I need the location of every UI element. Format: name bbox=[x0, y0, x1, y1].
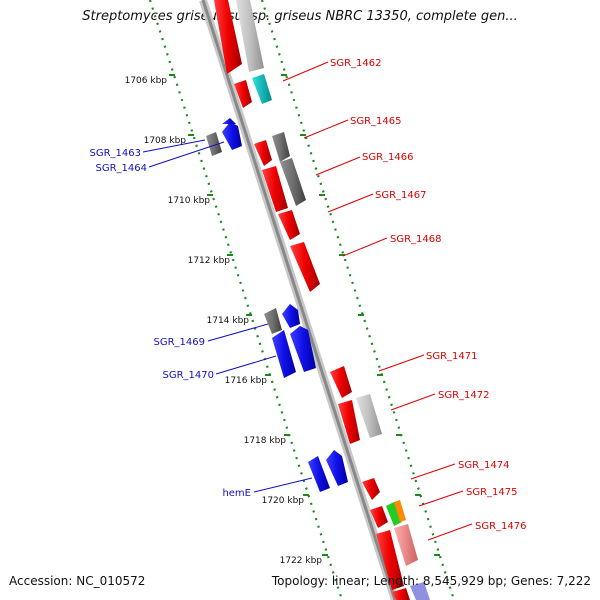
leader-sgr1472 bbox=[390, 393, 436, 411]
label-sgr1474[interactable]: SGR_1474 bbox=[458, 460, 510, 471]
scale-label-1718: 1718 kbp bbox=[244, 436, 287, 446]
label-sgr1471[interactable]: SGR_1471 bbox=[426, 351, 478, 362]
gene-hemE-b[interactable] bbox=[326, 450, 348, 486]
label-sgr1467[interactable]: SGR_1467 bbox=[375, 190, 427, 201]
leader-sgr1467 bbox=[327, 193, 374, 213]
scale-line-left bbox=[148, 0, 344, 600]
gene-sgr1476b[interactable] bbox=[394, 524, 418, 566]
gene-sgr1467[interactable] bbox=[278, 210, 300, 240]
gene-sgr1472b[interactable] bbox=[356, 394, 382, 438]
leader-sgr1475 bbox=[418, 490, 464, 507]
gene-sgr1475b[interactable] bbox=[386, 502, 402, 526]
label-sgr1468[interactable]: SGR_1468 bbox=[390, 234, 442, 245]
gene-sgr1470[interactable] bbox=[272, 330, 296, 378]
leader-sgr1466 bbox=[315, 156, 361, 176]
leader-sgr1470 bbox=[215, 355, 277, 375]
label-sgr1469[interactable]: SGR_1469 bbox=[154, 337, 206, 348]
gene-sgr1464-tip[interactable] bbox=[222, 118, 236, 124]
accession-text: Accession: NC_010572 bbox=[9, 574, 146, 588]
gene-sgr1466b[interactable] bbox=[280, 158, 306, 206]
scale-label-1722: 1722 kbp bbox=[280, 556, 323, 566]
leader-sgr1474 bbox=[410, 463, 456, 480]
gene-hemE[interactable] bbox=[308, 456, 330, 492]
gene-sgr1462b[interactable] bbox=[252, 74, 272, 104]
gene-sgr1464[interactable] bbox=[222, 122, 242, 150]
label-sgr1462[interactable]: SGR_1462 bbox=[330, 58, 382, 69]
leader-sgr1471 bbox=[378, 354, 425, 372]
leader-sgr1476 bbox=[427, 523, 473, 541]
gene-sgr1474[interactable] bbox=[362, 478, 380, 500]
label-sgr1466[interactable]: SGR_1466 bbox=[362, 152, 414, 163]
gene-sgr1472[interactable] bbox=[338, 400, 360, 444]
reverse-labels: SGR_1463 SGR_1464 SGR_1469 SGR_1470 hemE bbox=[90, 139, 313, 499]
gene-sgr1477[interactable] bbox=[392, 588, 410, 600]
gene-sgr1477b[interactable] bbox=[410, 582, 430, 600]
label-sgr1475[interactable]: SGR_1475 bbox=[466, 487, 518, 498]
gene-sgr1471[interactable] bbox=[330, 366, 352, 398]
leader-sgr1464 bbox=[148, 141, 225, 168]
gene-sgr1469[interactable] bbox=[282, 304, 300, 328]
forward-genes bbox=[214, 0, 430, 600]
leader-sgr1465 bbox=[303, 119, 349, 139]
scale-label-1714: 1714 kbp bbox=[207, 316, 250, 326]
gene-sgr1465[interactable] bbox=[254, 140, 272, 166]
scale-line-right bbox=[260, 0, 456, 600]
scale-label-1712: 1712 kbp bbox=[188, 256, 231, 266]
leader-sgr1463 bbox=[142, 139, 206, 153]
gene-sgr1475[interactable] bbox=[370, 506, 388, 528]
gene-sgr1468[interactable] bbox=[290, 242, 320, 292]
genome-title: Streptomyces griseus subsp. griseus NBRC… bbox=[82, 9, 518, 24]
gene-sgr1475c[interactable] bbox=[394, 500, 406, 522]
leader-hemE bbox=[253, 477, 313, 493]
leader-sgr1468 bbox=[342, 237, 388, 257]
forward-labels: SGR_1462 SGR_1465 SGR_1466 SGR_1467 SGR_… bbox=[282, 58, 527, 541]
gene-sgr1476[interactable] bbox=[376, 530, 404, 590]
scale-ticks: 1706 kbp 1708 kbp 1710 kbp 1712 kbp 1714… bbox=[125, 74, 440, 566]
leader-sgr1469 bbox=[207, 323, 269, 342]
gene-sgr1469b[interactable] bbox=[264, 308, 282, 334]
label-sgr1464[interactable]: SGR_1464 bbox=[96, 163, 148, 174]
label-sgr1472[interactable]: SGR_1472 bbox=[438, 390, 490, 401]
label-sgr1476[interactable]: SGR_1476 bbox=[475, 521, 527, 532]
gene-sgr1461[interactable] bbox=[214, 0, 242, 74]
reverse-genes bbox=[206, 118, 348, 492]
leader-sgr1462 bbox=[282, 61, 329, 82]
gene-sgr1463[interactable] bbox=[206, 132, 222, 156]
gene-sgr1461b[interactable] bbox=[236, 0, 264, 72]
gene-sgr1462[interactable] bbox=[234, 80, 252, 108]
gene-sgr1465b[interactable] bbox=[272, 132, 290, 162]
label-sgr1470[interactable]: SGR_1470 bbox=[163, 370, 215, 381]
scale-label-1716: 1716 kbp bbox=[225, 376, 268, 386]
sequence-backbone-core bbox=[201, 0, 397, 600]
scale-label-1706: 1706 kbp bbox=[125, 76, 168, 86]
scale-label-1710: 1710 kbp bbox=[168, 196, 211, 206]
topology-summary: Topology: linear; Length: 8,545,929 bp; … bbox=[271, 574, 591, 588]
label-hemE[interactable]: hemE bbox=[222, 488, 251, 499]
gene-sgr1466[interactable] bbox=[262, 166, 288, 212]
scale-label-1708: 1708 kbp bbox=[144, 136, 187, 146]
scale-label-1720: 1720 kbp bbox=[262, 496, 305, 506]
label-sgr1465[interactable]: SGR_1465 bbox=[350, 116, 402, 127]
gene-sgr1470b[interactable] bbox=[290, 326, 316, 372]
label-sgr1463[interactable]: SGR_1463 bbox=[90, 148, 142, 159]
